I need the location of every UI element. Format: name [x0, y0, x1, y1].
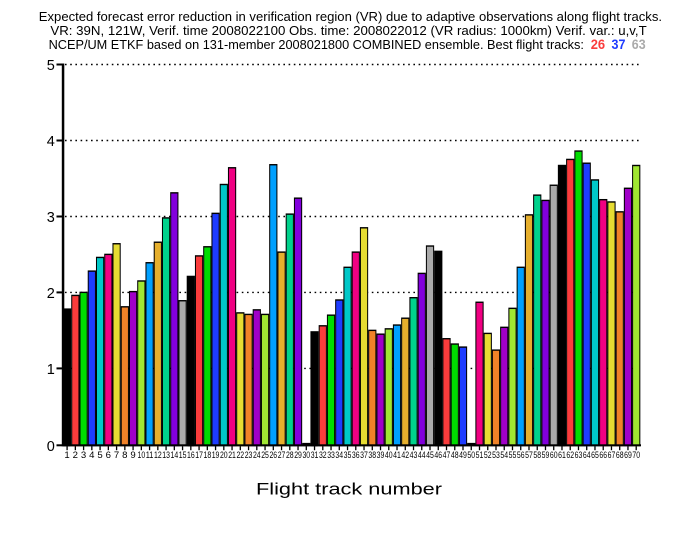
svg-text:11: 11	[146, 450, 154, 461]
svg-text:32: 32	[319, 450, 327, 461]
svg-text:56: 56	[517, 450, 525, 461]
svg-text:26: 26	[269, 450, 277, 461]
svg-text:13: 13	[162, 450, 170, 461]
svg-text:51: 51	[476, 450, 484, 461]
svg-text:39: 39	[377, 450, 385, 461]
svg-text:21: 21	[228, 450, 236, 461]
svg-text:63: 63	[632, 37, 646, 52]
svg-text:4: 4	[89, 450, 95, 461]
svg-text:64: 64	[583, 450, 591, 461]
svg-text:16: 16	[187, 450, 195, 461]
svg-text:23: 23	[245, 450, 253, 461]
svg-text:1: 1	[64, 450, 69, 461]
svg-text:18: 18	[203, 450, 211, 461]
svg-text:40: 40	[385, 450, 393, 461]
svg-text:69: 69	[624, 450, 632, 461]
svg-text:70: 70	[632, 450, 640, 461]
svg-text:47: 47	[443, 450, 451, 461]
svg-text:29: 29	[294, 450, 302, 461]
svg-text:12: 12	[154, 450, 162, 461]
svg-text:Flight track number: Flight track number	[256, 480, 443, 498]
svg-text:20: 20	[220, 450, 228, 461]
svg-text:61: 61	[558, 450, 566, 461]
svg-text:5: 5	[97, 450, 102, 461]
svg-text:33: 33	[327, 450, 335, 461]
svg-text:14: 14	[170, 450, 178, 461]
svg-text:34: 34	[335, 450, 343, 461]
svg-text:2: 2	[47, 286, 55, 302]
svg-text:9: 9	[130, 450, 135, 461]
svg-text:24: 24	[253, 450, 261, 461]
svg-text:26: 26	[591, 37, 606, 52]
svg-text:1: 1	[47, 362, 55, 378]
svg-text:62: 62	[566, 450, 574, 461]
svg-text:4: 4	[47, 134, 55, 150]
svg-text:52: 52	[484, 450, 492, 461]
svg-text:60: 60	[550, 450, 558, 461]
svg-text:37: 37	[612, 37, 626, 52]
svg-text:31: 31	[311, 450, 319, 461]
svg-text:17: 17	[195, 450, 203, 461]
svg-text:3: 3	[81, 450, 86, 461]
svg-text:15: 15	[179, 450, 187, 461]
svg-text:7: 7	[114, 450, 119, 461]
svg-text:6: 6	[106, 450, 111, 461]
svg-text:55: 55	[509, 450, 517, 461]
svg-text:36: 36	[352, 450, 360, 461]
svg-text:68: 68	[616, 450, 624, 461]
svg-text:3: 3	[47, 210, 55, 226]
svg-text:63: 63	[575, 450, 583, 461]
svg-text:65: 65	[591, 450, 599, 461]
svg-text:54: 54	[500, 450, 508, 461]
svg-text:57: 57	[525, 450, 533, 461]
svg-text:NCEP/UM ETKF based on 131-memb: NCEP/UM ETKF based on 131-member 2008021…	[49, 37, 584, 52]
svg-text:59: 59	[542, 450, 550, 461]
svg-text:42: 42	[401, 450, 409, 461]
svg-text:50: 50	[467, 450, 475, 461]
svg-text:48: 48	[451, 450, 459, 461]
svg-text:67: 67	[608, 450, 616, 461]
svg-text:27: 27	[278, 450, 286, 461]
svg-text:37: 37	[360, 450, 368, 461]
svg-text:44: 44	[418, 450, 426, 461]
svg-text:25: 25	[261, 450, 269, 461]
svg-text:19: 19	[212, 450, 220, 461]
svg-text:45: 45	[426, 450, 434, 461]
svg-text:38: 38	[368, 450, 376, 461]
svg-text:22: 22	[236, 450, 244, 461]
svg-text:41: 41	[393, 450, 401, 461]
svg-text:58: 58	[533, 450, 541, 461]
svg-text:8: 8	[122, 450, 127, 461]
svg-text:66: 66	[599, 450, 607, 461]
svg-text:10: 10	[137, 450, 145, 461]
svg-text:VR: 39N, 121W, Verif. time 200: VR: 39N, 121W, Verif. time 2008022100 Ob…	[50, 23, 646, 38]
svg-text:46: 46	[434, 450, 442, 461]
svg-text:Expected forecast error reduct: Expected forecast error reduction in ver…	[39, 9, 662, 24]
svg-text:49: 49	[459, 450, 467, 461]
svg-text:0: 0	[47, 439, 55, 455]
svg-text:28: 28	[286, 450, 294, 461]
svg-text:30: 30	[302, 450, 310, 461]
svg-text:53: 53	[492, 450, 500, 461]
svg-text:2: 2	[73, 450, 78, 461]
svg-text:43: 43	[410, 450, 418, 461]
svg-text:5: 5	[47, 58, 55, 74]
svg-text:35: 35	[344, 450, 352, 461]
